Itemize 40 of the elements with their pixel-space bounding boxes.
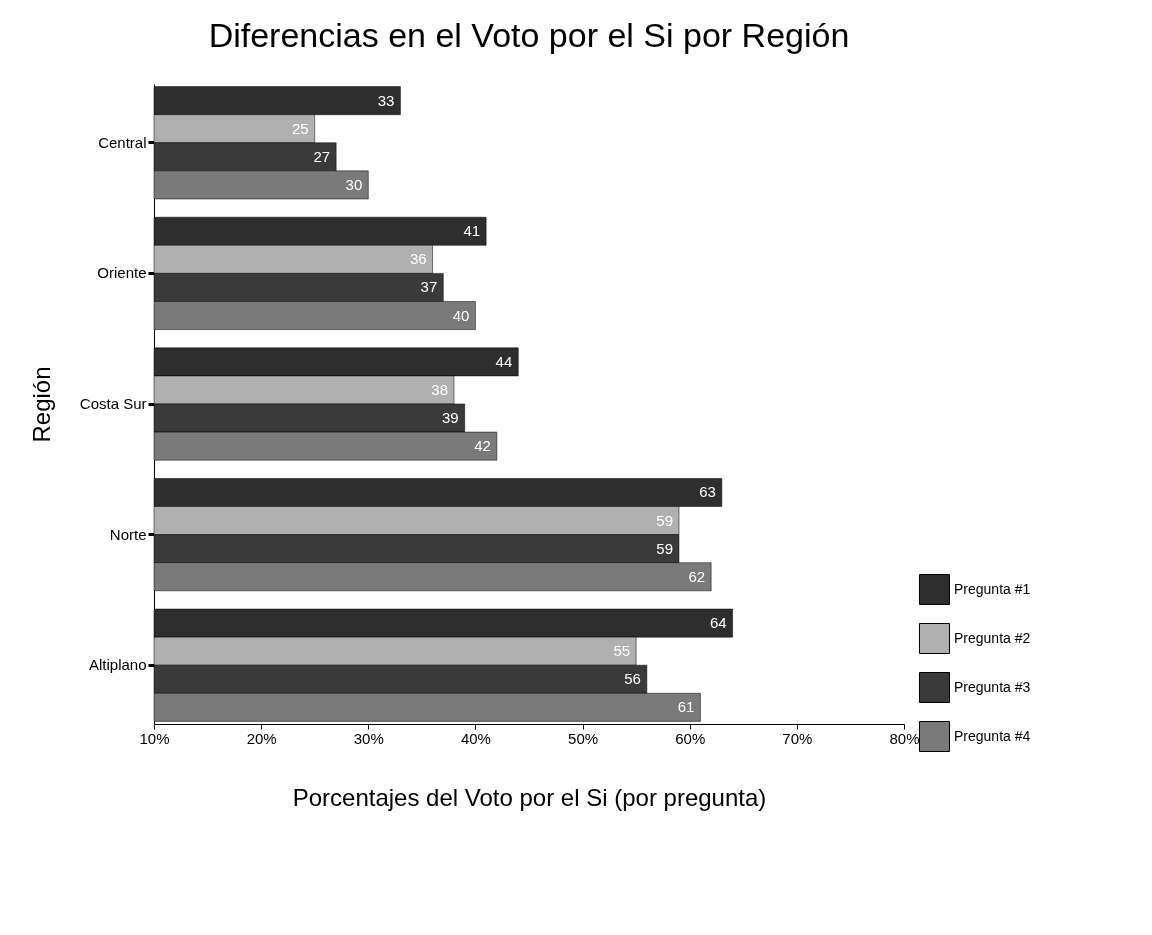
x-tick-label: 20% [246,729,277,747]
data-label: 44 [495,352,513,370]
data-label: 25 [292,119,309,137]
data-label: 61 [677,698,695,716]
data-label: 39 [442,409,459,427]
data-label: 27 [313,147,331,165]
y-axis-title: Región [27,366,55,443]
x-tick-label: 50% [568,729,599,747]
x-tick-label: 80% [889,729,920,747]
data-label: 62 [688,567,706,585]
data-label: 55 [613,642,631,660]
x-tick-label: 70% [782,729,813,747]
data-label: 63 [699,483,716,501]
data-label: 33 [377,91,395,109]
x-tick-label: 30% [353,729,384,747]
data-label: 59 [656,539,673,557]
y-tick-label: Altiplano [88,656,147,674]
chart-title: Diferencias en el Voto por el Si por Región [208,16,850,54]
legend-label: Pregunta #4 [954,727,1031,744]
data-label: 30 [345,175,363,193]
y-tick-label: Norte [109,525,147,543]
data-label: 64 [709,614,727,632]
x-tick-label: 40% [460,729,491,747]
data-label: 59 [656,511,673,529]
y-tick-label: Oriente [97,264,147,282]
data-label: 38 [431,380,448,398]
x-axis-title: Porcentajes del Voto por el Si (por pregunta) [292,783,767,811]
legend-label: Pregunta #1 [954,580,1031,597]
data-label: 40 [452,306,470,324]
data-label: 37 [420,278,438,296]
legend-label: Pregunta #2 [954,629,1031,646]
x-tick-label: 10% [139,729,170,747]
data-label: 41 [463,222,481,240]
data-label: 36 [409,250,427,268]
y-tick-label: Central [98,133,147,151]
x-tick-label: 60% [675,729,706,747]
data-label: 42 [474,437,491,455]
y-tick-label: Costa Sur [79,395,147,412]
data-label: 56 [624,670,641,688]
legend-label: Pregunta #3 [954,678,1031,695]
